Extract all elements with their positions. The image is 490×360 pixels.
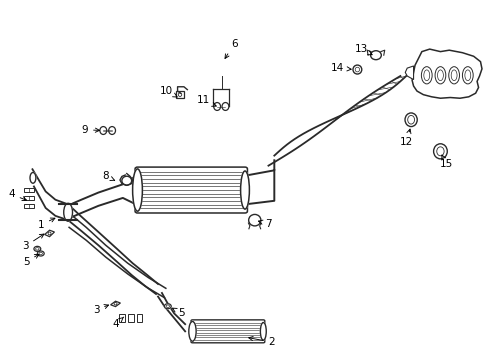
- Ellipse shape: [133, 169, 143, 211]
- Ellipse shape: [434, 144, 447, 159]
- Text: 9: 9: [81, 125, 99, 135]
- Text: 2: 2: [249, 337, 275, 347]
- Ellipse shape: [100, 127, 107, 134]
- Text: 7: 7: [258, 219, 272, 229]
- Text: 14: 14: [331, 63, 351, 73]
- Ellipse shape: [164, 304, 171, 309]
- Ellipse shape: [463, 67, 473, 84]
- Text: 6: 6: [225, 39, 238, 58]
- Text: 4: 4: [112, 317, 123, 329]
- Ellipse shape: [248, 215, 261, 226]
- Text: 5: 5: [23, 254, 39, 267]
- Polygon shape: [405, 66, 414, 80]
- Ellipse shape: [241, 171, 249, 209]
- Polygon shape: [111, 301, 121, 307]
- Bar: [24, 204, 34, 208]
- Ellipse shape: [30, 172, 36, 183]
- Bar: [128, 315, 134, 321]
- Ellipse shape: [370, 51, 381, 60]
- Text: 10: 10: [160, 86, 177, 97]
- Text: 1: 1: [37, 218, 55, 230]
- Text: 3: 3: [22, 234, 44, 251]
- Polygon shape: [45, 230, 54, 237]
- Polygon shape: [412, 49, 482, 98]
- Ellipse shape: [37, 251, 44, 256]
- Bar: [119, 315, 125, 321]
- Ellipse shape: [122, 176, 132, 185]
- Ellipse shape: [260, 323, 266, 340]
- Ellipse shape: [222, 103, 229, 111]
- Ellipse shape: [405, 113, 417, 127]
- Ellipse shape: [353, 65, 362, 74]
- Ellipse shape: [109, 127, 116, 134]
- Ellipse shape: [214, 103, 220, 111]
- FancyBboxPatch shape: [135, 167, 247, 213]
- Ellipse shape: [435, 67, 446, 84]
- Ellipse shape: [189, 321, 196, 341]
- Bar: [24, 188, 34, 192]
- Bar: [175, 91, 184, 98]
- Text: 12: 12: [400, 129, 413, 147]
- Bar: [24, 196, 34, 200]
- Text: 11: 11: [197, 95, 216, 106]
- Text: 3: 3: [93, 305, 109, 315]
- Ellipse shape: [64, 203, 73, 221]
- Text: 4: 4: [8, 189, 26, 201]
- Ellipse shape: [449, 67, 460, 84]
- Text: 5: 5: [172, 308, 185, 318]
- Ellipse shape: [421, 67, 432, 84]
- Text: 8: 8: [102, 171, 115, 181]
- Text: 13: 13: [355, 44, 372, 55]
- FancyBboxPatch shape: [191, 320, 265, 343]
- Bar: [137, 315, 143, 321]
- Ellipse shape: [34, 246, 41, 251]
- Text: 15: 15: [440, 155, 453, 169]
